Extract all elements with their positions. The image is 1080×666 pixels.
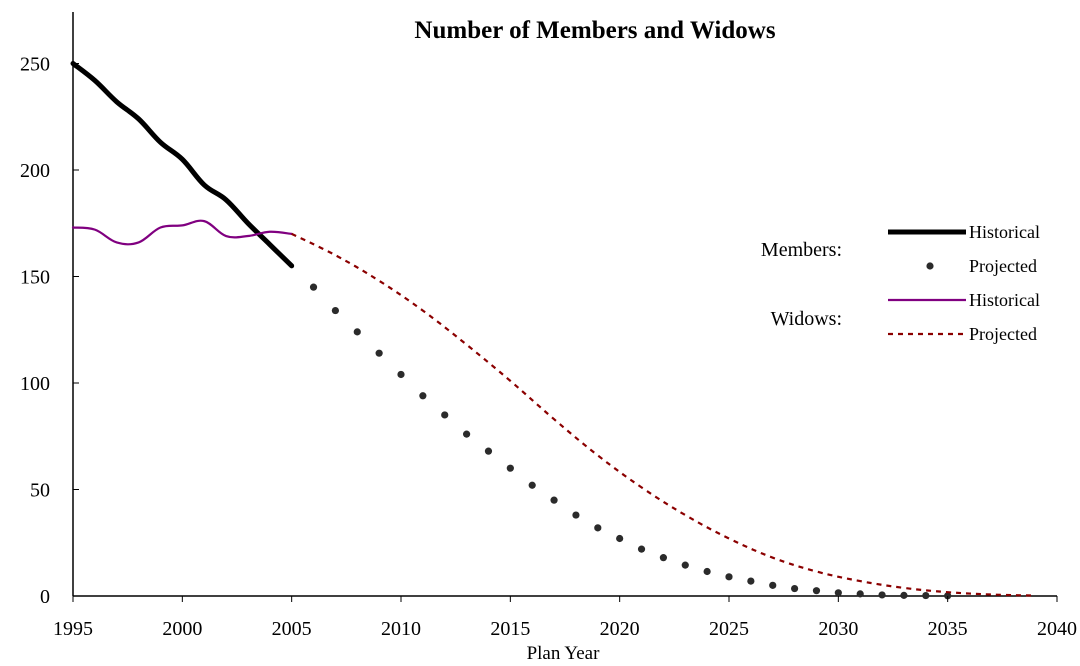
data-point	[594, 524, 602, 532]
series-members-projected	[309, 283, 952, 600]
data-point	[637, 545, 646, 553]
data-point	[397, 370, 405, 379]
x-tick-label: 2035	[928, 618, 968, 640]
data-point	[506, 464, 514, 472]
data-point	[856, 590, 864, 598]
x-tick-label: 2010	[381, 618, 421, 640]
data-point	[375, 349, 383, 357]
series-members-historical	[70, 61, 295, 269]
legend-group-label: Members:	[761, 239, 842, 261]
y-tick-label: 100	[20, 373, 50, 395]
legend-entry-label: Projected	[969, 324, 1037, 344]
data-point	[944, 592, 952, 600]
data-point	[769, 581, 777, 589]
data-point	[812, 587, 821, 595]
legend-group-label: Widows:	[771, 308, 842, 330]
y-tick-label: 50	[30, 480, 50, 502]
data-point	[681, 561, 689, 569]
legend-entry-label: Projected	[969, 256, 1037, 276]
data-point	[331, 306, 339, 315]
y-tick-label: 150	[20, 267, 50, 289]
series-widows-historical	[71, 219, 293, 246]
x-tick-label: 2015	[490, 618, 530, 640]
chart-title: Number of Members and Widows	[414, 17, 775, 44]
data-point	[572, 511, 580, 519]
legend: Members: Historical Projected Widows: Histor…	[761, 222, 1040, 344]
data-point	[725, 573, 733, 581]
data-point	[659, 554, 668, 562]
series-line	[71, 219, 293, 246]
x-tick-label: 1995	[53, 618, 93, 640]
data-point	[550, 496, 558, 504]
series-line	[70, 61, 295, 269]
x-tick-label: 2000	[162, 618, 202, 640]
legend-entry-label: Historical	[969, 222, 1040, 242]
y-tick-label: 200	[20, 160, 50, 182]
data-point	[747, 577, 755, 585]
data-point	[441, 411, 449, 419]
x-tick-label: 2025	[709, 618, 749, 640]
x-tick-label: 2030	[818, 618, 858, 640]
data-point	[703, 567, 711, 576]
series-line	[291, 232, 1036, 597]
x-tick-label: 2040	[1037, 618, 1077, 640]
data-point	[463, 430, 471, 438]
data-point	[528, 481, 536, 489]
data-point	[484, 447, 493, 455]
legend-entry-label: Historical	[969, 290, 1040, 310]
x-axis-title: Plan Year	[527, 643, 601, 664]
x-tick-label: 2020	[600, 618, 640, 640]
data-point	[309, 283, 318, 291]
data-point	[834, 589, 842, 597]
series-widows-projected	[291, 232, 1036, 597]
data-point	[900, 591, 908, 599]
y-tick-label: 0	[40, 586, 50, 608]
data-point	[878, 591, 886, 599]
y-tick-label: 250	[20, 54, 50, 76]
data-point	[616, 534, 624, 543]
data-point	[419, 392, 427, 400]
x-tick-label: 2005	[272, 618, 312, 640]
data-point	[353, 328, 361, 336]
data-point	[922, 591, 930, 600]
data-point	[791, 584, 799, 593]
legend-marker	[926, 262, 934, 270]
